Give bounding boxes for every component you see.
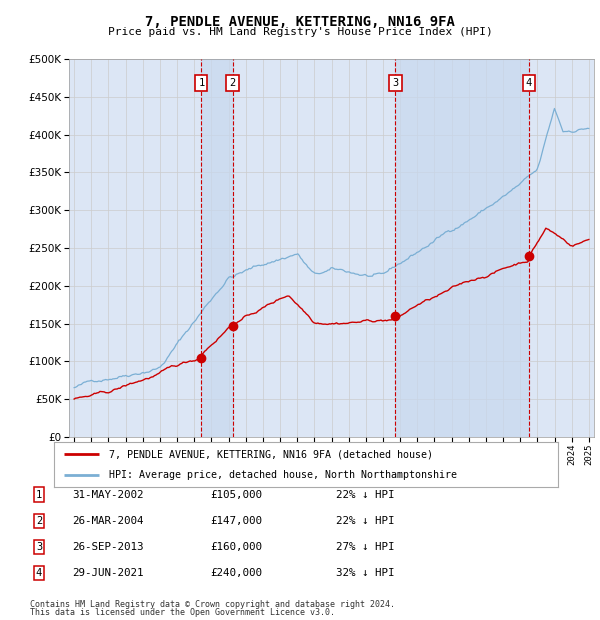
Text: 22% ↓ HPI: 22% ↓ HPI [336,490,395,500]
Text: 1: 1 [36,490,42,500]
Text: HPI: Average price, detached house, North Northamptonshire: HPI: Average price, detached house, Nort… [109,469,457,480]
Text: 26-MAR-2004: 26-MAR-2004 [72,516,143,526]
Text: 27% ↓ HPI: 27% ↓ HPI [336,542,395,552]
Text: 7, PENDLE AVENUE, KETTERING, NN16 9FA (detached house): 7, PENDLE AVENUE, KETTERING, NN16 9FA (d… [109,449,433,459]
Text: Contains HM Land Registry data © Crown copyright and database right 2024.: Contains HM Land Registry data © Crown c… [30,600,395,609]
Text: This data is licensed under the Open Government Licence v3.0.: This data is licensed under the Open Gov… [30,608,335,617]
Text: 7, PENDLE AVENUE, KETTERING, NN16 9FA: 7, PENDLE AVENUE, KETTERING, NN16 9FA [145,16,455,30]
Text: 29-JUN-2021: 29-JUN-2021 [72,568,143,578]
Text: £160,000: £160,000 [210,542,262,552]
Text: 3: 3 [36,542,42,552]
Text: 2: 2 [36,516,42,526]
Bar [202,59,233,437]
Text: £105,000: £105,000 [210,490,262,500]
Text: 22% ↓ HPI: 22% ↓ HPI [336,516,395,526]
Text: 2: 2 [229,78,236,88]
Text: 4: 4 [526,78,532,88]
Text: Price paid vs. HM Land Registry's House Price Index (HPI): Price paid vs. HM Land Registry's House … [107,27,493,37]
Text: 26-SEP-2013: 26-SEP-2013 [72,542,143,552]
Text: 32% ↓ HPI: 32% ↓ HPI [336,568,395,578]
Bar [395,59,529,437]
Text: 3: 3 [392,78,398,88]
Text: £147,000: £147,000 [210,516,262,526]
Text: 1: 1 [199,78,205,88]
Text: 4: 4 [36,568,42,578]
Text: 31-MAY-2002: 31-MAY-2002 [72,490,143,500]
Text: £240,000: £240,000 [210,568,262,578]
